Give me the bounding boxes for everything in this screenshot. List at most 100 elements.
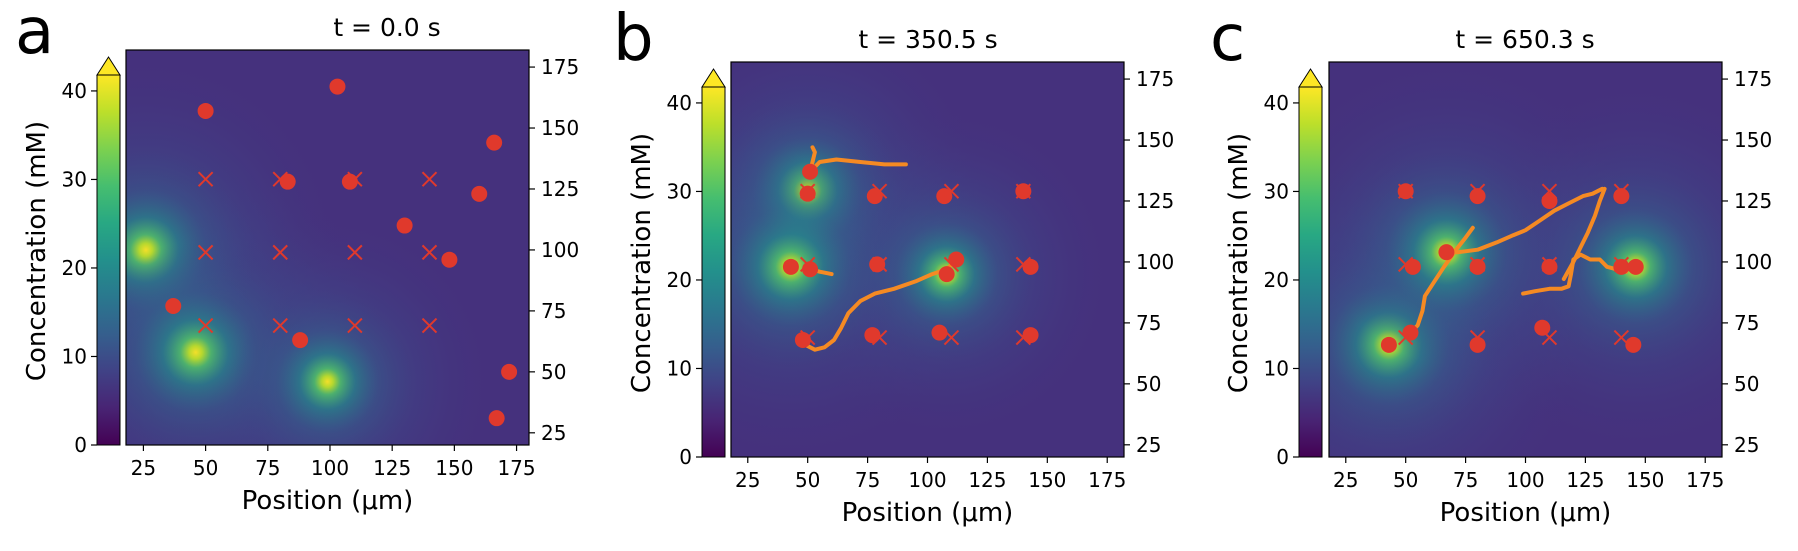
target-cross-stroke [197, 171, 214, 187]
cell-marker [1404, 258, 1421, 275]
y-tick-label: 25 [541, 421, 566, 445]
x-tick-label: 175 [1686, 468, 1724, 492]
cell-marker [794, 331, 811, 348]
plot-frame [125, 49, 530, 446]
colorbar-tick-label: 10 [667, 356, 692, 380]
concentration-field [1329, 62, 1722, 457]
y-tick-label: 100 [541, 238, 579, 262]
x-tick-label: 150 [435, 456, 473, 480]
y-tick-label: 50 [541, 360, 566, 384]
colorbar-tick-label: 40 [667, 91, 692, 115]
x-tick-label: 150 [1028, 468, 1066, 492]
cell-marker [1438, 244, 1455, 261]
x-tick-label: 100 [1506, 468, 1544, 492]
target-cross [347, 244, 363, 261]
x-tick-label: 175 [497, 456, 535, 480]
cell-marker [866, 188, 883, 205]
cell-marker [441, 251, 458, 268]
colorbar: 0 10 20 30 40 Concentration (mM) [627, 68, 726, 469]
cell-marker [165, 298, 182, 315]
colorbar: 0 10 20 30 40 Concentration (mM) [22, 56, 121, 457]
x-tick-label: 50 [193, 456, 218, 480]
cell-marker [1613, 258, 1630, 275]
target-cross-stroke [943, 329, 960, 346]
target-cross-stroke [347, 317, 363, 334]
targets [197, 171, 438, 334]
colorbar-extend-arrow [96, 56, 121, 76]
colorbar-tick-label: 30 [1264, 179, 1289, 203]
x-tick-label: 50 [1393, 468, 1418, 492]
cell-marker [799, 185, 816, 202]
x-tick-label: 175 [1088, 468, 1126, 492]
colorbar: 0 10 20 30 40 Concentration (mM) [1224, 68, 1323, 469]
cell-marker [396, 217, 413, 234]
y-axis-right: 25 50 75 100 125 150 175 [1124, 67, 1174, 457]
concentration-field [126, 50, 529, 445]
x-tick-label: 75 [255, 456, 280, 480]
cell-marker [488, 410, 505, 427]
y-tick-label: 175 [1734, 67, 1772, 91]
colorbar-tick-label: 0 [679, 445, 692, 469]
colorbar-extend-arrow [1298, 68, 1323, 88]
x-tick-label: 75 [1453, 468, 1478, 492]
y-axis-label: Concentration (mM) [627, 133, 657, 393]
cells [165, 78, 518, 427]
cell-marker [864, 327, 881, 344]
x-axis: 25 50 75 100 125 150 175 [1333, 457, 1724, 492]
concentration-source [234, 288, 421, 445]
cell-marker [1625, 336, 1642, 353]
cell-marker [1534, 319, 1551, 336]
y-tick-label: 25 [1734, 433, 1759, 457]
trajectory-line [1408, 225, 1475, 335]
x-tick-label: 125 [968, 468, 1006, 492]
target-cross [421, 244, 438, 261]
target-cross [197, 317, 214, 334]
target-cross [421, 317, 438, 334]
target-cross [197, 244, 214, 261]
target-cross [421, 171, 438, 187]
x-tick-label: 25 [131, 456, 156, 480]
colorbar-gradient [96, 74, 121, 446]
y-tick-label: 150 [1136, 128, 1174, 152]
cell-marker [329, 78, 346, 95]
cell-marker [1022, 258, 1039, 275]
x-tick-label: 25 [735, 468, 760, 492]
y-tick-label: 150 [541, 116, 579, 140]
y-tick-label: 175 [541, 55, 579, 79]
target-cross [197, 171, 214, 187]
y-tick-label: 50 [1734, 372, 1759, 396]
y-axis-right: 25 50 75 100 125 150 175 [529, 55, 579, 445]
y-tick-label: 75 [541, 299, 566, 323]
x-tick-label: 150 [1626, 468, 1664, 492]
cell-marker [936, 188, 953, 205]
x-axis-label: Position (μm) [842, 498, 1014, 528]
x-axis-label: Position (μm) [1440, 498, 1612, 528]
colorbar-tick-label: 30 [62, 167, 87, 191]
target-cross-stroke [1541, 329, 1558, 346]
x-tick-label: 75 [855, 468, 880, 492]
y-tick-label: 125 [1136, 189, 1174, 213]
colorbar-tick-label: 40 [62, 79, 87, 103]
x-axis-label: Position (μm) [242, 486, 414, 516]
y-tick-label: 150 [1734, 128, 1772, 152]
colorbar-tick-label: 0 [74, 433, 87, 457]
colorbar-tick-label: 20 [667, 268, 692, 292]
target-cross [347, 317, 363, 334]
colorbar-tick-label: 30 [667, 179, 692, 203]
cell-marker [931, 324, 948, 341]
target-cross-stroke [421, 317, 438, 334]
colorbar-gradient [701, 86, 726, 458]
target-cross-stroke [197, 244, 214, 261]
target-cross-stroke [421, 171, 438, 187]
target-cross-stroke [421, 244, 438, 261]
panel-title: t = 0.0 s [333, 13, 440, 42]
y-tick-label: 100 [1136, 250, 1174, 274]
colorbar-tick-label: 10 [62, 344, 87, 368]
cells [782, 163, 1039, 348]
colorbar-tick-label: 20 [1264, 268, 1289, 292]
cell-marker [802, 163, 819, 180]
colorbar-extend-arrow [701, 68, 726, 88]
y-tick-label: 75 [1734, 311, 1759, 335]
